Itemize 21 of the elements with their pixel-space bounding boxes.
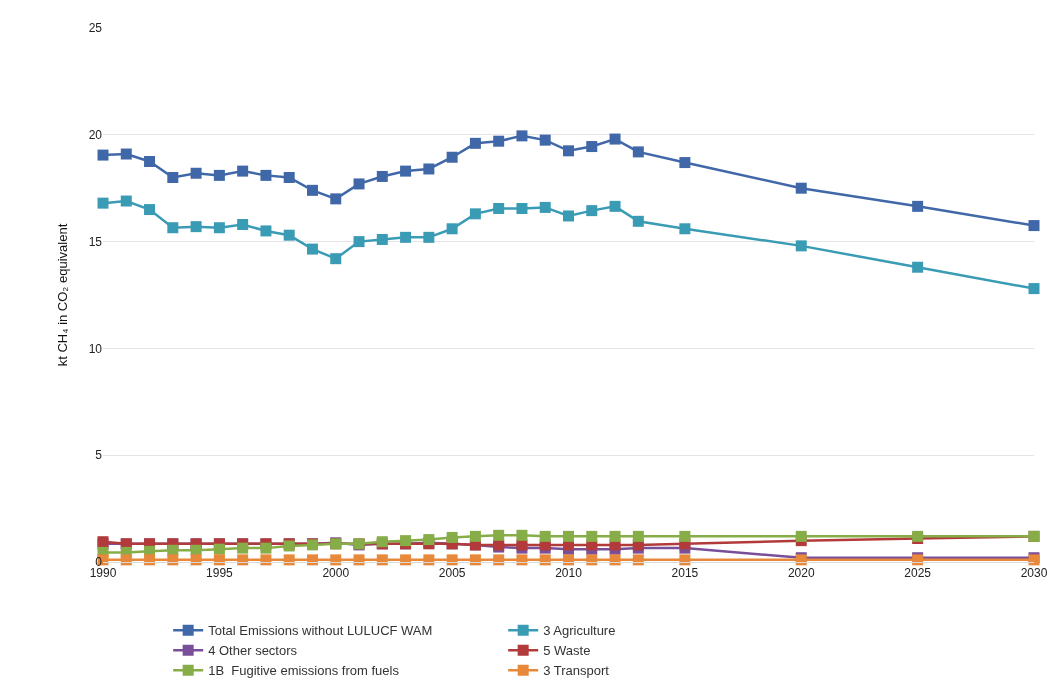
y-tick-label: 10 — [88, 341, 103, 356]
legend-label: 1B Fugitive emissions from fuels — [208, 663, 400, 679]
legend-label: Total Emissions without LULUCF WAM — [208, 623, 433, 639]
y-tick-label: 25 — [88, 21, 103, 36]
y-tick-label: 15 — [88, 234, 103, 249]
x-tick-label: 1995 — [206, 566, 234, 581]
legend-label: 4 Other sectors — [208, 643, 298, 659]
x-tick-label: 2000 — [322, 566, 350, 581]
y-tick-label: 20 — [88, 128, 103, 142]
legend-label: 5 Waste — [543, 643, 591, 659]
legend-label: 3 Agriculture — [543, 623, 616, 639]
x-tick-label: 2015 — [671, 566, 699, 581]
x-tick-label: 2005 — [438, 566, 466, 581]
x-tick-label: 2025 — [904, 566, 932, 581]
y-tick-label: 5 — [95, 448, 103, 463]
x-tick-label: 1990 — [89, 566, 117, 581]
legend-label: 3 Transport — [543, 663, 610, 679]
x-tick-label: 2010 — [555, 566, 583, 581]
y-axis-title: kt CH₄ in CO₂ equivalent — [55, 223, 70, 367]
x-tick-label: 2030 — [1020, 566, 1048, 581]
x-tick-label: 2020 — [787, 566, 815, 581]
